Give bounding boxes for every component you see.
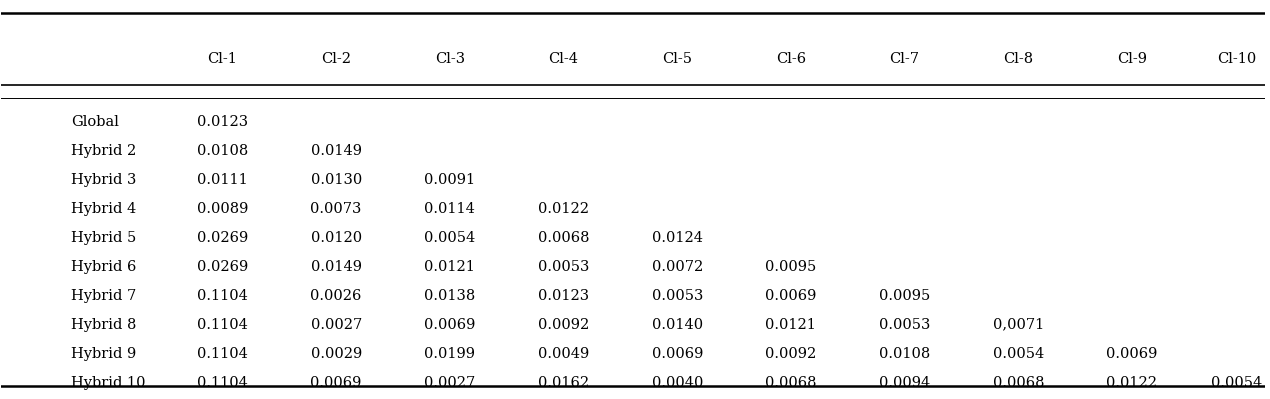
Text: 0.0120: 0.0120 xyxy=(311,231,362,245)
Text: Hybrid 2: Hybrid 2 xyxy=(71,144,136,158)
Text: Hybrid 7: Hybrid 7 xyxy=(71,289,136,303)
Text: 0.0269: 0.0269 xyxy=(197,231,248,245)
Text: Hybrid 5: Hybrid 5 xyxy=(71,231,136,245)
Text: 0.0053: 0.0053 xyxy=(879,318,931,332)
Text: 0.0054: 0.0054 xyxy=(424,231,475,245)
Text: Hybrid 8: Hybrid 8 xyxy=(71,318,136,332)
Text: 0.0114: 0.0114 xyxy=(424,202,475,216)
Text: 0.0068: 0.0068 xyxy=(993,375,1044,389)
Text: 0.0130: 0.0130 xyxy=(311,173,362,187)
Text: 0.0053: 0.0053 xyxy=(652,289,702,303)
Text: Global: Global xyxy=(71,115,118,129)
Text: 0.0121: 0.0121 xyxy=(424,260,475,274)
Text: 0.0122: 0.0122 xyxy=(538,202,589,216)
Text: 0.0089: 0.0089 xyxy=(197,202,248,216)
Text: 0.0069: 0.0069 xyxy=(310,375,362,389)
Text: Cl-9: Cl-9 xyxy=(1118,52,1147,66)
Text: Cl-8: Cl-8 xyxy=(1003,52,1034,66)
Text: 0.1104: 0.1104 xyxy=(197,289,248,303)
Text: Cl-4: Cl-4 xyxy=(549,52,579,66)
Text: 0.0049: 0.0049 xyxy=(538,347,589,361)
Text: 0.0092: 0.0092 xyxy=(538,318,589,332)
Text: 0.0138: 0.0138 xyxy=(424,289,475,303)
Text: 0.1104: 0.1104 xyxy=(197,318,248,332)
Text: Hybrid 4: Hybrid 4 xyxy=(71,202,136,216)
Text: 0.0162: 0.0162 xyxy=(538,375,589,389)
Text: 0.1104: 0.1104 xyxy=(197,375,248,389)
Text: 0.0069: 0.0069 xyxy=(424,318,475,332)
Text: 0.0123: 0.0123 xyxy=(197,115,248,129)
Text: 0.0054: 0.0054 xyxy=(993,347,1044,361)
Text: Hybrid 9: Hybrid 9 xyxy=(71,347,136,361)
Text: Cl-3: Cl-3 xyxy=(434,52,465,66)
Text: 0.0124: 0.0124 xyxy=(652,231,702,245)
Text: 0.0149: 0.0149 xyxy=(311,144,362,158)
Text: 0.0140: 0.0140 xyxy=(652,318,702,332)
Text: 0.0029: 0.0029 xyxy=(311,347,362,361)
Text: 0.1104: 0.1104 xyxy=(197,347,248,361)
Text: 0.0092: 0.0092 xyxy=(766,347,817,361)
Text: Cl-7: Cl-7 xyxy=(889,52,919,66)
Text: Cl-1: Cl-1 xyxy=(207,52,237,66)
Text: 0.0053: 0.0053 xyxy=(538,260,589,274)
Text: 0.0027: 0.0027 xyxy=(311,318,362,332)
Text: Hybrid 6: Hybrid 6 xyxy=(71,260,136,274)
Text: 0.0068: 0.0068 xyxy=(765,375,817,389)
Text: 0.0040: 0.0040 xyxy=(652,375,702,389)
Text: 0.0073: 0.0073 xyxy=(310,202,362,216)
Text: 0.0072: 0.0072 xyxy=(652,260,702,274)
Text: 0.0094: 0.0094 xyxy=(879,375,930,389)
Text: 0,0071: 0,0071 xyxy=(993,318,1044,332)
Text: 0.0027: 0.0027 xyxy=(424,375,475,389)
Text: 0.0108: 0.0108 xyxy=(879,347,930,361)
Text: Cl-6: Cl-6 xyxy=(776,52,806,66)
Text: Hybrid 10: Hybrid 10 xyxy=(71,375,145,389)
Text: 0.0111: 0.0111 xyxy=(197,173,248,187)
Text: 0.0095: 0.0095 xyxy=(879,289,930,303)
Text: 0.0069: 0.0069 xyxy=(652,347,702,361)
Text: 0.0123: 0.0123 xyxy=(538,289,589,303)
Text: Cl-10: Cl-10 xyxy=(1217,52,1256,66)
Text: 0.0054: 0.0054 xyxy=(1212,375,1262,389)
Text: 0.0068: 0.0068 xyxy=(537,231,589,245)
Text: Cl-2: Cl-2 xyxy=(321,52,351,66)
Text: 0.0026: 0.0026 xyxy=(310,289,362,303)
Text: 0.0091: 0.0091 xyxy=(424,173,475,187)
Text: 0.0121: 0.0121 xyxy=(766,318,817,332)
Text: 0.0199: 0.0199 xyxy=(424,347,475,361)
Text: Cl-5: Cl-5 xyxy=(662,52,692,66)
Text: 0.0108: 0.0108 xyxy=(197,144,248,158)
Text: 0.0069: 0.0069 xyxy=(1106,347,1158,361)
Text: 0.0095: 0.0095 xyxy=(766,260,817,274)
Text: 0.0269: 0.0269 xyxy=(197,260,248,274)
Text: 0.0122: 0.0122 xyxy=(1106,375,1157,389)
Text: 0.0149: 0.0149 xyxy=(311,260,362,274)
Text: 0.0069: 0.0069 xyxy=(766,289,817,303)
Text: Hybrid 3: Hybrid 3 xyxy=(71,173,136,187)
